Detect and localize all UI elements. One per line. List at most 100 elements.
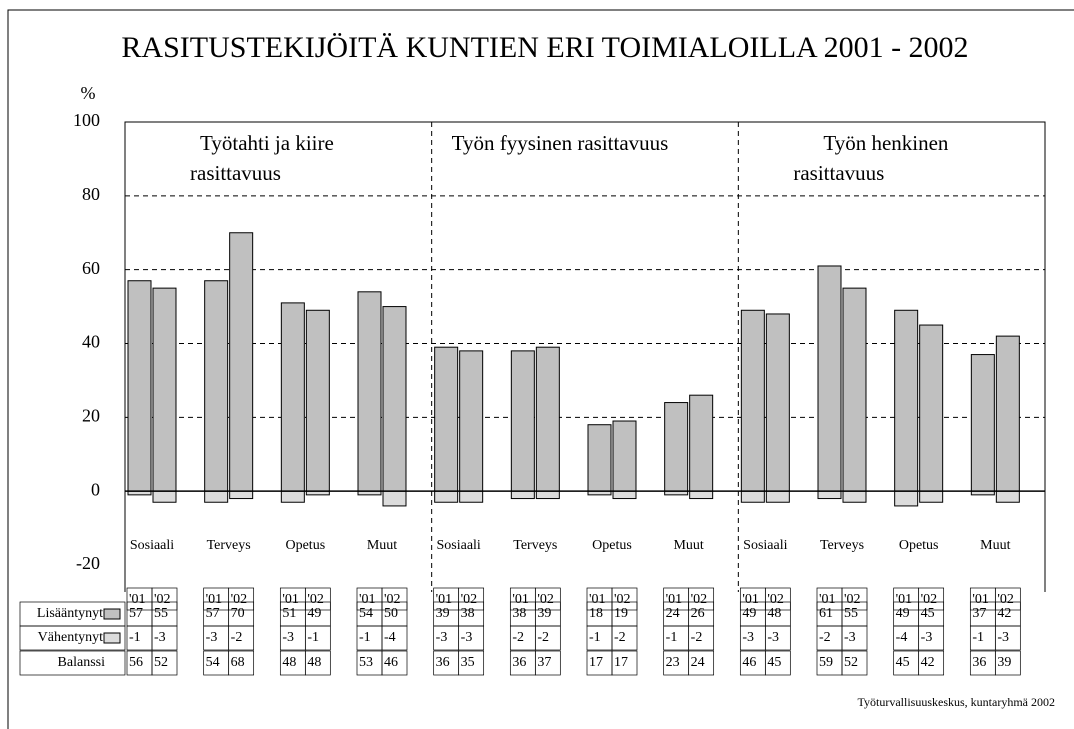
- page-frame: [7, 9, 1074, 729]
- bar: [152, 490, 177, 503]
- table-value: 23: [666, 655, 680, 670]
- table-cell: [841, 625, 868, 651]
- table-cell: [534, 587, 561, 611]
- table-value: 24: [666, 606, 680, 621]
- table-value: 17: [614, 655, 628, 670]
- table-cell: [228, 650, 255, 676]
- table-value: 53: [359, 655, 373, 670]
- table-value: -3: [767, 630, 779, 645]
- section-title: Työtahti ja kiire: [200, 131, 334, 155]
- bar: [919, 324, 944, 492]
- table-row-head: [19, 625, 126, 651]
- x-tick-label: '01: [666, 592, 683, 607]
- bar: [612, 490, 637, 500]
- table-value: 36: [512, 655, 526, 670]
- x-tick-label: '01: [359, 592, 376, 607]
- section-title: Työn fyysinen rasittavuus: [452, 131, 669, 155]
- category-label: Sosiaali: [130, 538, 174, 553]
- table-value: 55: [154, 606, 168, 621]
- x-tick-label: '02: [231, 592, 248, 607]
- bar: [382, 306, 407, 492]
- table-value: -3: [206, 630, 218, 645]
- table-cell: [611, 625, 638, 651]
- x-tick-label: '02: [921, 592, 938, 607]
- table-value: 46: [742, 655, 756, 670]
- table-cell: [534, 625, 561, 651]
- table-cell: [304, 650, 331, 676]
- table-cell: [228, 587, 255, 611]
- bar: [970, 354, 995, 492]
- x-tick-label: '02: [384, 592, 401, 607]
- table-value: -3: [461, 630, 473, 645]
- table-value: 50: [384, 606, 398, 621]
- table-value: -2: [512, 630, 524, 645]
- bar: [535, 346, 560, 492]
- table-row-label: Lisääntynyt: [37, 606, 103, 621]
- bar: [765, 490, 790, 503]
- table-value: -3: [436, 630, 448, 645]
- bar: [434, 346, 459, 492]
- y-tick-label: 20: [82, 405, 100, 425]
- table-row-head: [19, 650, 126, 676]
- bar: [587, 424, 612, 492]
- bar: [459, 350, 484, 492]
- table-cell: [151, 587, 178, 611]
- x-tick-label: '02: [997, 592, 1014, 607]
- legend-swatch: [103, 632, 121, 644]
- table-value: 49: [307, 606, 321, 621]
- table-cell: [304, 625, 331, 651]
- x-tick-label: '02: [614, 592, 631, 607]
- y-tick-label: 60: [82, 258, 100, 278]
- section-title: rasittavuus: [793, 161, 884, 185]
- table-value: 52: [154, 655, 168, 670]
- table-value: 51: [282, 606, 296, 621]
- chart-title: RASITUSTEKIJÖITÄ KUNTIEN ERI TOIMIALOILL…: [121, 31, 968, 64]
- table-value: 37: [972, 606, 986, 621]
- y-tick-label: 100: [73, 110, 100, 130]
- table-value: -3: [844, 630, 856, 645]
- section-title: Työn henkinen: [823, 131, 949, 155]
- table-value: 38: [461, 606, 475, 621]
- table-cell: [381, 587, 408, 611]
- table-value: 70: [231, 606, 245, 621]
- bar: [459, 490, 484, 503]
- y-tick-label: 40: [82, 332, 100, 352]
- table-cell: [688, 625, 715, 651]
- table-value: -1: [307, 630, 319, 645]
- x-tick-label: '01: [206, 592, 223, 607]
- category-label: Opetus: [592, 538, 632, 553]
- table-value: -2: [537, 630, 549, 645]
- bar: [152, 287, 177, 492]
- y-axis-label: %: [81, 83, 96, 103]
- bar: [894, 309, 919, 492]
- table-value: 54: [359, 606, 373, 621]
- table-value: 36: [972, 655, 986, 670]
- table-cell: [304, 587, 331, 611]
- table-value: 46: [384, 655, 398, 670]
- x-tick-label: '02: [767, 592, 784, 607]
- table-row-label: Vähentynyt: [38, 630, 103, 645]
- section-title: rasittavuus: [190, 161, 281, 185]
- bar: [740, 490, 765, 503]
- table-value: -3: [997, 630, 1009, 645]
- bar: [357, 291, 382, 492]
- table-value: 48: [282, 655, 296, 670]
- x-tick-label: '02: [154, 592, 171, 607]
- table-cell: [381, 650, 408, 676]
- table-row-label: Balanssi: [58, 655, 106, 670]
- table-value: 68: [231, 655, 245, 670]
- bar: [127, 280, 152, 492]
- table-cell: [918, 625, 945, 651]
- table-value: 48: [307, 655, 321, 670]
- x-tick-label: '01: [972, 592, 989, 607]
- x-tick-label: '01: [129, 592, 146, 607]
- table-value: 42: [921, 655, 935, 670]
- table-cell: [994, 587, 1021, 611]
- table-value: 35: [461, 655, 475, 670]
- table-value: 57: [206, 606, 220, 621]
- bar: [894, 490, 919, 507]
- table-value: -1: [972, 630, 984, 645]
- bar: [280, 302, 305, 492]
- x-tick-label: '02: [307, 592, 324, 607]
- table-value: 39: [537, 606, 551, 621]
